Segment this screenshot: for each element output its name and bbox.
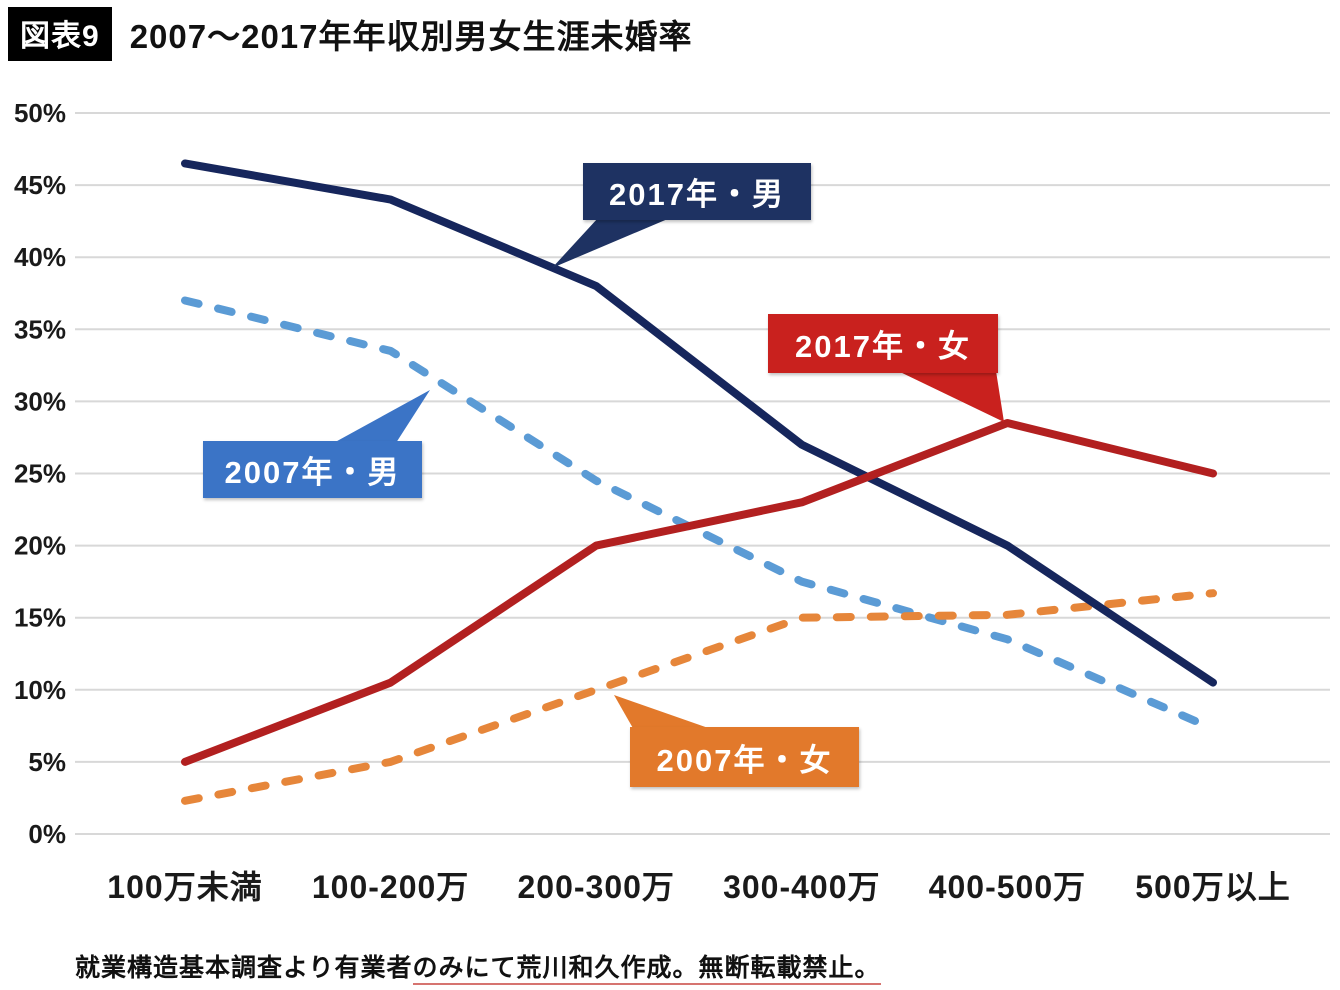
series-line-2017年・男 xyxy=(181,159,1217,687)
x-axis-category-label: 500万以上 xyxy=(1135,869,1290,905)
y-axis-tick-label: 50% xyxy=(14,98,66,128)
y-axis-tick-label: 15% xyxy=(14,603,66,633)
y-axis-tick-label: 30% xyxy=(14,386,66,416)
x-axis-category-label: 100万未満 xyxy=(107,869,262,905)
y-axis-tick-label: 40% xyxy=(14,242,66,272)
x-axis-category-label: 200-300万 xyxy=(517,869,674,905)
figure-badge: 図表9 xyxy=(8,7,112,61)
y-axis-tick-label: 5% xyxy=(28,747,66,777)
x-axis-category-label: 400-500万 xyxy=(929,869,1086,905)
series-line-2007年・男 xyxy=(181,296,1217,733)
series-line-2017年・女 xyxy=(181,419,1217,766)
y-axis-tick-label: 35% xyxy=(14,314,66,344)
source-credit: 就業構造基本調査より有業者のみにて荒川和久作成。無断転載禁止。 xyxy=(75,948,881,985)
series-label-2017-female: 2017年・女 xyxy=(768,314,998,373)
source-credit-part: のみにて荒川和久作成。 xyxy=(412,954,699,985)
x-axis-category-label: 300-400万 xyxy=(723,869,880,905)
y-axis-tick-label: 0% xyxy=(28,819,66,849)
series-label-2017-male: 2017年・男 xyxy=(583,163,811,220)
y-axis-tick-label: 45% xyxy=(14,170,66,200)
y-axis-tick-label: 20% xyxy=(14,531,66,561)
callout-tail xyxy=(614,695,714,730)
callout-tail xyxy=(328,390,430,446)
series-line-2007年・女 xyxy=(181,589,1217,805)
y-axis-tick-label: 25% xyxy=(14,459,66,489)
x-axis-category-label: 100-200万 xyxy=(312,869,469,905)
callout-tail xyxy=(898,371,1004,422)
figure-title: 2007〜2017年年収別男女生涯未婚率 xyxy=(129,18,693,55)
y-axis-tick-label: 10% xyxy=(14,675,66,705)
series-label-2007-male: 2007年・男 xyxy=(203,441,422,498)
callout-tail xyxy=(552,218,670,268)
title-bar: 図表9 2007〜2017年年収別男女生涯未婚率 xyxy=(8,7,693,61)
no-reproduction-notice: 無断転載禁止。 xyxy=(698,954,881,985)
source-credit-part: 就業構造基本調査より有業者 xyxy=(75,954,413,982)
series-label-2007-female: 2007年・女 xyxy=(630,727,859,787)
